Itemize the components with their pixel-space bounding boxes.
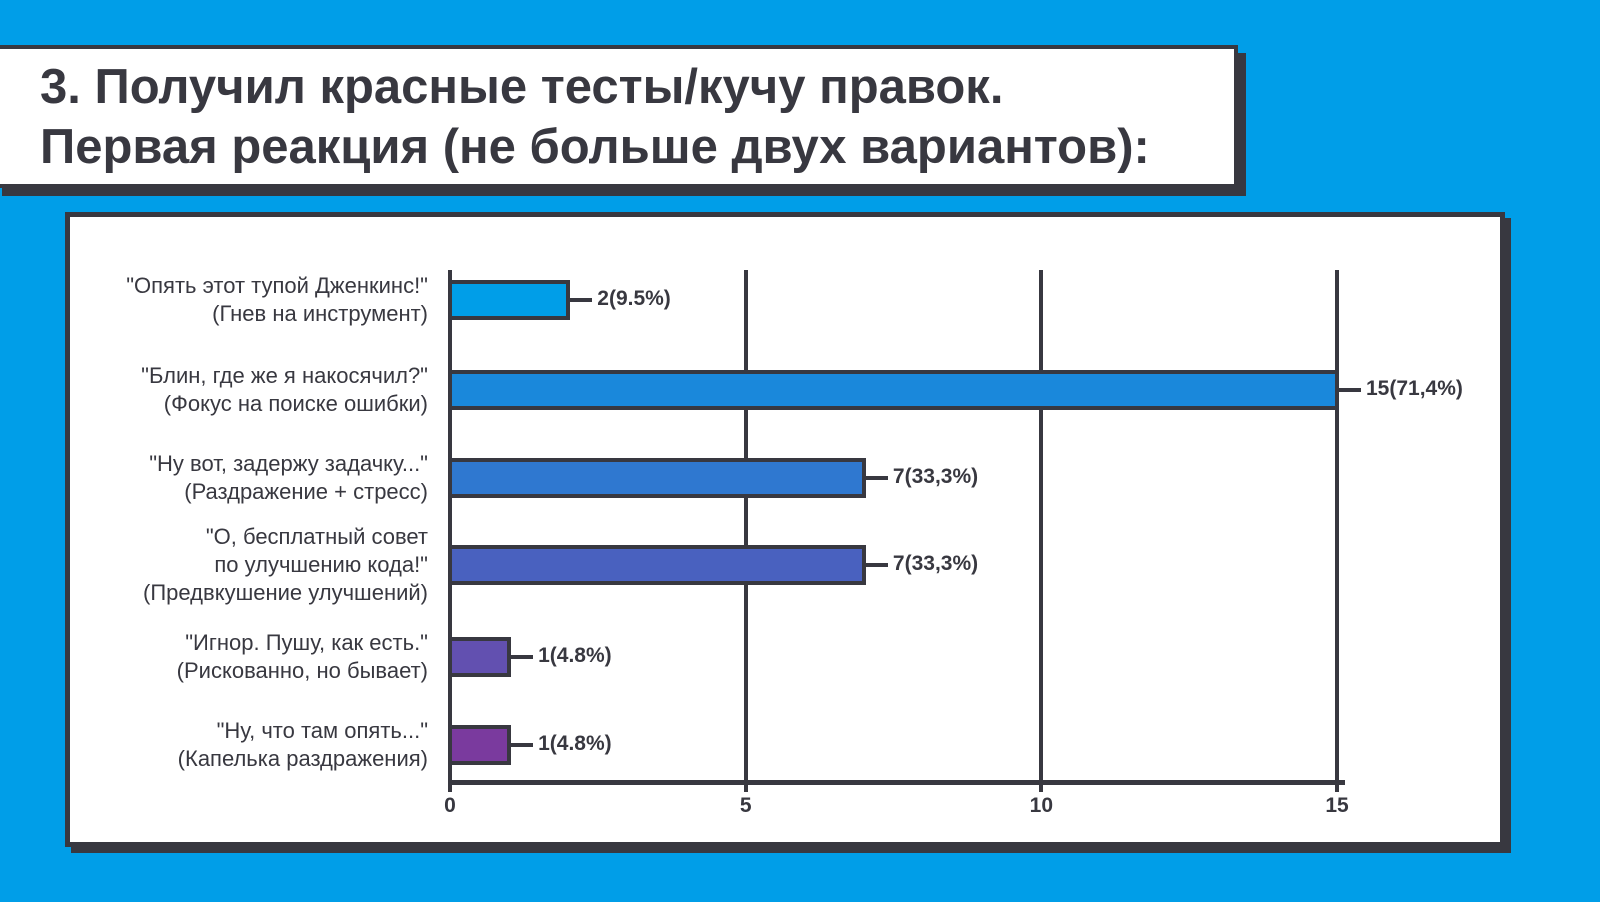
title-box: 3. Получил красные тесты/кучу правок. Пе…	[0, 45, 1238, 188]
category-label: "Опять этот тупой Дженкинс!" (Гнев на инс…	[126, 272, 428, 328]
category-label: "О, бесплатный совет по улучшению кода!" (…	[143, 523, 428, 607]
category-label-line: "Ну вот, задержу задачку..."	[149, 451, 428, 476]
bar	[448, 458, 866, 498]
bar	[448, 725, 512, 765]
category-label-line: "Блин, где же я накосячил?"	[141, 363, 428, 388]
category-label: "Ну, что там опять..." (Капелька раздраже…	[178, 717, 428, 773]
category-label-line: "Игнор. Пушу, как есть."	[185, 630, 428, 655]
gridline-5	[743, 270, 748, 792]
bar-chart: 0 5 10 15 "Опять этот тупой Дженкинс!" (Гнев …	[70, 217, 1500, 842]
category-label-line: (Капелька раздражения)	[177, 746, 428, 771]
label-connector	[511, 655, 534, 659]
category-label-line: "Ну, что там опять..."	[216, 718, 428, 743]
label-connector	[865, 476, 888, 480]
title-line-1: 3. Получил красные тесты/кучу правок.	[40, 60, 1004, 114]
x-tick-label: 10	[1029, 794, 1054, 817]
category-label-line: по улучшению кода!"	[214, 552, 428, 577]
data-label: 7(33,3%)	[892, 465, 979, 488]
x-axis-line	[448, 780, 1345, 785]
title-line-2: Первая реакция (не больше двух вариантов…	[40, 120, 1150, 174]
category-label: "Ну вот, задержу задачку..." (Раздражение…	[149, 450, 428, 506]
category-label-line: (Рискованно, но бывает)	[176, 658, 428, 683]
data-label: 1(4.8%)	[538, 732, 612, 755]
bar	[448, 280, 571, 320]
label-connector	[570, 298, 593, 302]
label-connector	[1339, 388, 1361, 392]
category-label-line: "Опять этот тупой Дженкинс!"	[126, 273, 428, 298]
chart-panel: 0 5 10 15 "Опять этот тупой Дженкинс!" (Гнев …	[65, 212, 1505, 847]
label-connector	[511, 743, 534, 747]
category-label-line: (Раздражение + стресс)	[184, 479, 428, 504]
category-label: "Блин, где же я накосячил?" (Фокус на пои…	[141, 362, 428, 418]
label-connector	[865, 563, 888, 567]
bar	[448, 637, 512, 677]
data-label: 7(33,3%)	[892, 552, 979, 575]
category-label-line: (Фокус на поиске ошибки)	[163, 391, 428, 416]
x-tick-label: 0	[444, 794, 456, 817]
x-tick-label: 15	[1325, 794, 1349, 817]
bar	[448, 545, 866, 585]
data-label: 15(71,4%)	[1366, 377, 1463, 400]
x-tick-label: 5	[739, 794, 752, 817]
data-label: 1(4.8%)	[538, 644, 612, 667]
category-label-line: (Предвкушение улучшений)	[143, 580, 428, 605]
category-label-line: "О, бесплатный совет	[205, 524, 428, 549]
gridline-10	[1039, 270, 1044, 792]
bar	[448, 370, 1339, 410]
category-label: "Игнор. Пушу, как есть." (Рискованно, но …	[177, 629, 428, 685]
data-label: 2(9.5%)	[597, 287, 671, 310]
gridline-15	[1335, 270, 1339, 792]
category-label-line: (Гнев на инструмент)	[212, 301, 428, 326]
y-axis-line	[448, 270, 452, 792]
